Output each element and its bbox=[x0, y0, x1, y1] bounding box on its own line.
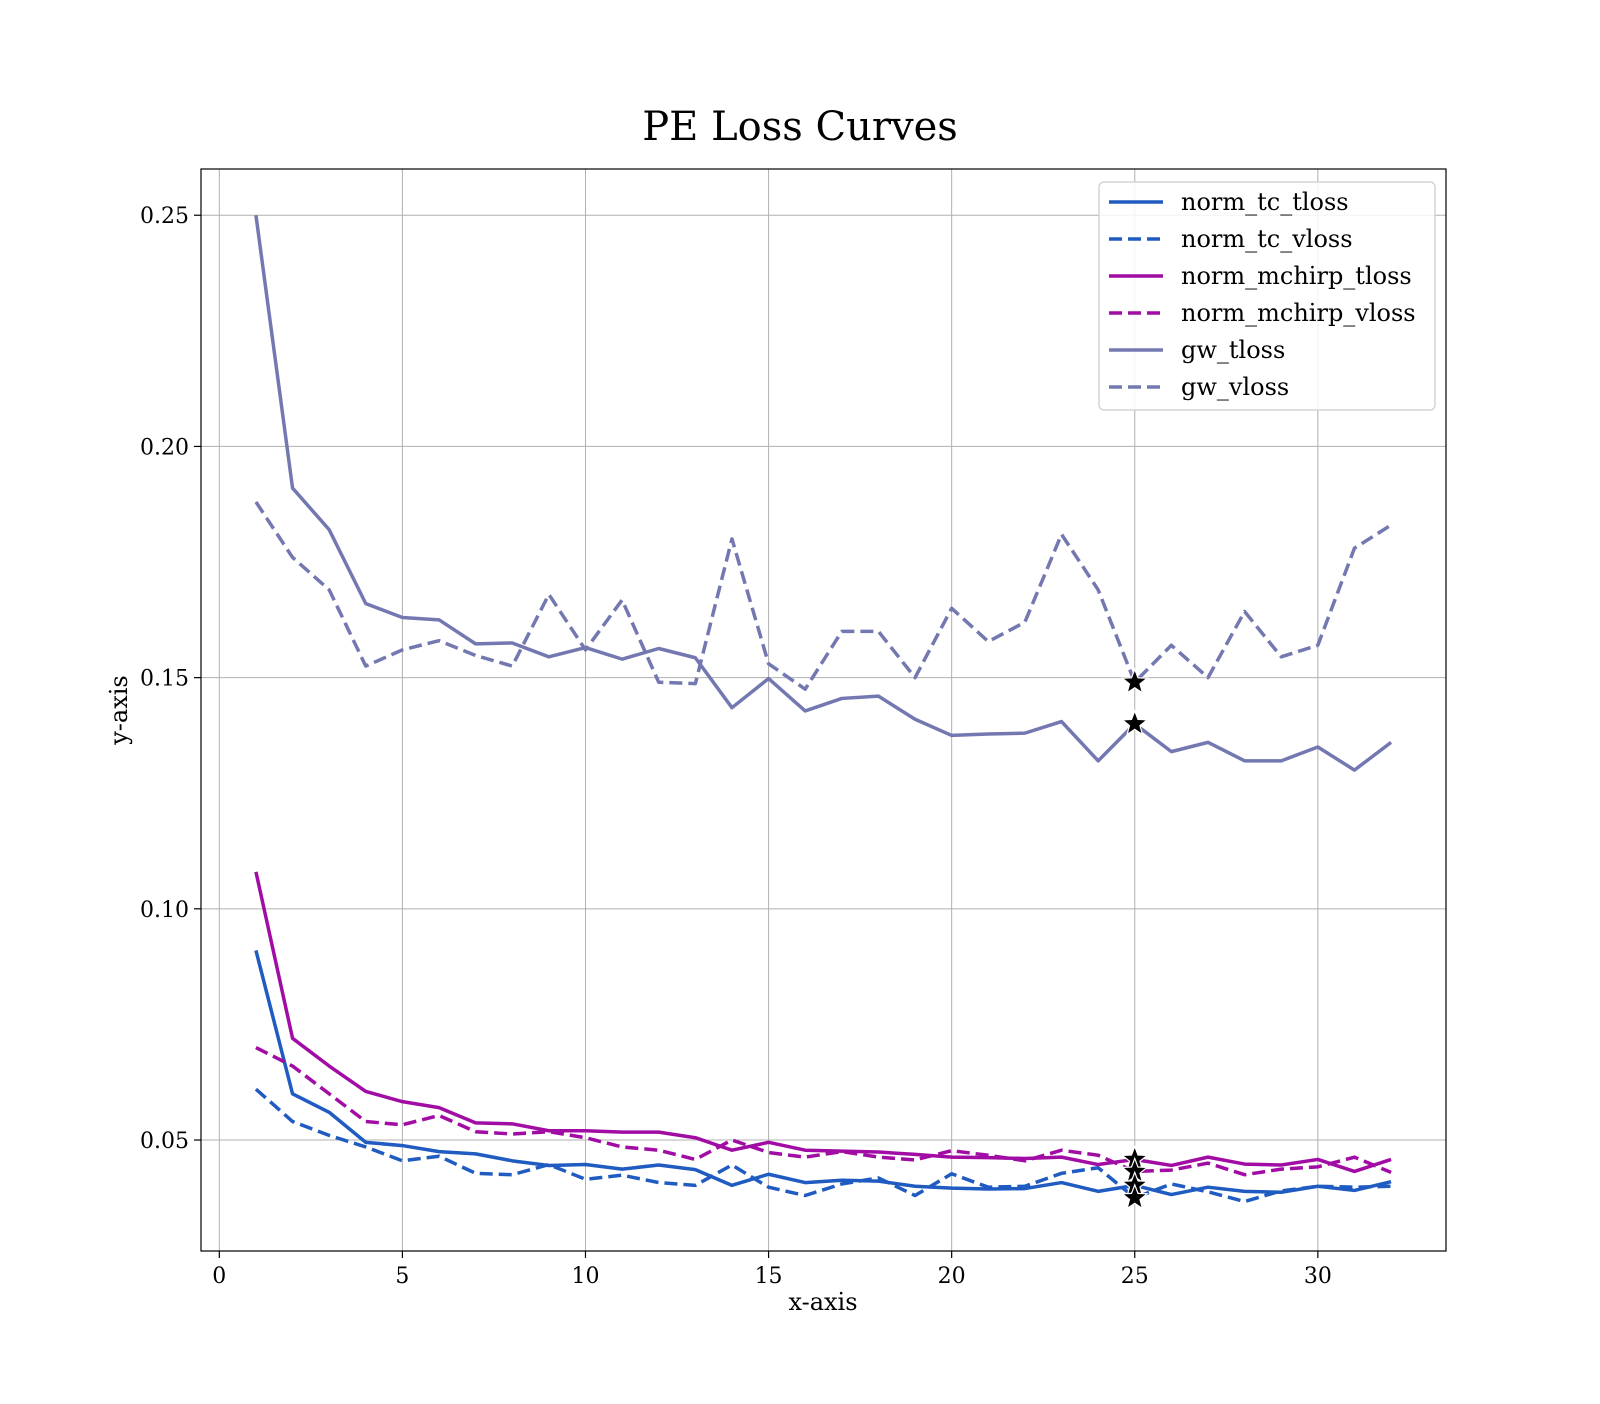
x-tick-label: 30 bbox=[1304, 1264, 1332, 1289]
x-tick-label: 15 bbox=[755, 1264, 783, 1289]
series-line-norm-tc-tloss bbox=[254, 950, 1392, 1197]
series-line-norm-mchirp-tloss bbox=[254, 871, 1392, 1174]
y-tick-label: 0.10 bbox=[140, 898, 189, 923]
legend-label-gw-vloss: gw_vloss bbox=[1181, 373, 1289, 401]
x-axis-label: x-axis bbox=[788, 1288, 857, 1316]
y-tick-label: 0.25 bbox=[140, 204, 189, 229]
series-line-gw-tloss bbox=[254, 215, 1393, 772]
legend-label-norm-tc-tloss: norm_tc_tloss bbox=[1181, 188, 1349, 216]
legend-label-norm-tc-vloss: norm_tc_vloss bbox=[1181, 225, 1353, 253]
x-tick-label: 20 bbox=[938, 1264, 966, 1289]
y-tick-label: 0.15 bbox=[140, 667, 189, 692]
legend-label-gw-tloss: gw_tloss bbox=[1181, 336, 1285, 364]
best-epoch-star-marker bbox=[1120, 667, 1149, 695]
legend: norm_tc_tloss norm_tc_vloss norm_mchirp_tl… bbox=[1098, 181, 1436, 411]
series-line-gw-vloss bbox=[254, 500, 1393, 691]
y-tick-label: 0.20 bbox=[140, 435, 189, 460]
marker-layer bbox=[1120, 667, 1149, 1210]
y-ticks: 0.05 0.10 0.15 0.20 0.25 bbox=[140, 204, 201, 1154]
x-tick-label: 0 bbox=[212, 1264, 226, 1289]
plot-frame bbox=[200, 168, 1447, 1252]
best-epoch-star-marker bbox=[1120, 709, 1149, 736]
series-layer bbox=[254, 215, 1393, 1204]
x-tick-label: 25 bbox=[1121, 1264, 1149, 1289]
x-tick-label: 5 bbox=[395, 1264, 409, 1289]
x-ticks: 0 5 10 15 20 25 30 bbox=[212, 1251, 1332, 1289]
best-epoch-star-marker bbox=[1120, 1183, 1149, 1210]
y-axis-label: y-axis bbox=[105, 675, 133, 746]
chart-title: PE Loss Curves bbox=[642, 104, 958, 150]
legend-label-norm-mchirp-tloss: norm_mchirp_tloss bbox=[1181, 262, 1412, 290]
series-line-norm-mchirp-vloss bbox=[255, 1045, 1392, 1177]
y-tick-label: 0.05 bbox=[140, 1129, 189, 1154]
legend-box bbox=[1098, 181, 1436, 411]
x-tick-label: 10 bbox=[571, 1264, 599, 1289]
series-line-norm-tc-vloss bbox=[254, 1087, 1392, 1204]
legend-label-norm-mchirp-vloss: norm_mchirp_vloss bbox=[1181, 299, 1416, 327]
